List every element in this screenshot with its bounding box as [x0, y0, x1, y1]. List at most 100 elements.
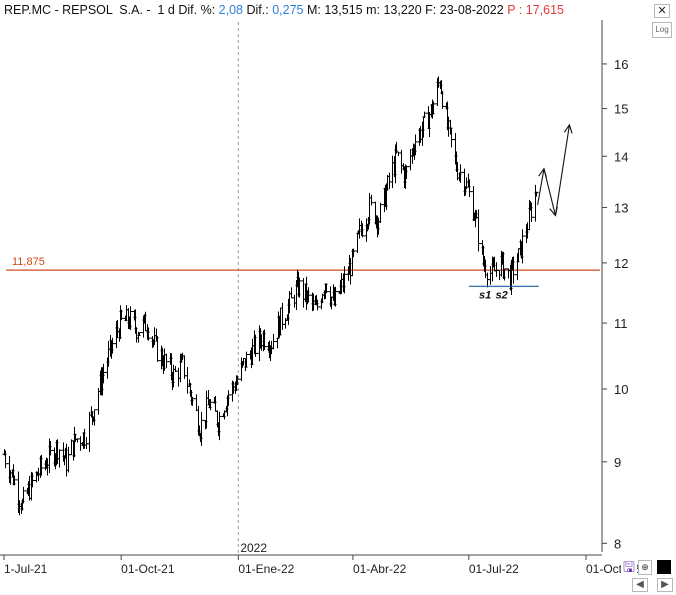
price-bar — [378, 202, 383, 224]
price-bar — [413, 134, 418, 156]
price-bar — [301, 278, 306, 308]
price-bar — [12, 475, 17, 486]
price-bar — [357, 218, 362, 239]
price-bar — [511, 256, 516, 284]
y-tick-label: 15 — [614, 102, 628, 117]
price-bar — [297, 277, 302, 298]
price-bar — [3, 450, 8, 469]
price-bar — [289, 287, 294, 299]
price-bar — [87, 412, 92, 453]
x-tick-label: 1-Jul-21 — [4, 562, 48, 576]
price-bar — [342, 266, 347, 294]
price-bar — [390, 155, 395, 189]
price-bar — [92, 409, 97, 426]
price-bar — [360, 223, 365, 238]
annotation-s1: s1 — [479, 289, 491, 301]
save-icon[interactable]: 🖫 — [621, 560, 637, 575]
year-label: 2022 — [240, 541, 267, 555]
price-bar — [208, 398, 213, 411]
price-bar — [235, 375, 240, 386]
price-bar — [84, 437, 89, 450]
price-bar — [464, 177, 469, 190]
y-tick-label: 13 — [614, 201, 628, 216]
price-bar — [458, 164, 463, 183]
price-bar — [404, 165, 409, 180]
x-tick-label: 01-Abr-22 — [353, 562, 407, 576]
background-color-button[interactable] — [657, 560, 671, 574]
price-bar — [155, 336, 160, 362]
projection-arrow-up-2 — [563, 123, 573, 134]
price-bar — [146, 327, 151, 341]
projection-line — [537, 124, 570, 216]
price-bar — [399, 149, 404, 174]
scroll-right-icon[interactable]: ▶ — [657, 578, 673, 592]
price-bar — [280, 302, 285, 330]
price-bar — [48, 441, 53, 456]
price-bar — [271, 333, 276, 350]
price-bar — [351, 248, 356, 258]
scroll-left-icon[interactable]: ◀ — [632, 578, 648, 592]
price-bar — [110, 337, 115, 354]
price-bar — [226, 390, 231, 407]
price-bar — [355, 232, 360, 253]
price-bar — [253, 334, 258, 357]
x-tick-label: 01-Oct-21 — [121, 562, 175, 576]
price-bar — [306, 287, 311, 303]
price-bar — [467, 179, 472, 198]
projection-arrow-up-1 — [538, 167, 547, 178]
chart-header: REP.MC - REPSOL S.A. - 1 d Dif. %: 2,08 … — [0, 0, 604, 20]
price-bar — [488, 266, 493, 285]
price-bar — [262, 329, 267, 351]
projection-arrow-down — [549, 206, 558, 217]
pin-icon[interactable]: ⊕ — [638, 560, 652, 575]
price-bar — [119, 309, 124, 321]
price-bar — [194, 394, 199, 412]
price-bar — [431, 101, 436, 115]
support-label: 11,875 — [12, 256, 45, 268]
price-bar — [422, 111, 427, 119]
y-tick-label: 9 — [614, 455, 621, 470]
price-bar — [39, 454, 44, 476]
price-label: P : — [507, 3, 523, 17]
price-bar — [30, 472, 35, 488]
price-bar — [185, 366, 190, 394]
ticker-label: REP.MC - REPSOL S.A. - 1 d — [4, 3, 175, 17]
price-bar — [96, 388, 101, 415]
price-bar — [217, 411, 222, 441]
date-value: 23-08-2022 — [439, 3, 504, 17]
price-bar — [21, 486, 26, 504]
price-bar — [520, 229, 525, 264]
price-bar — [333, 286, 338, 307]
price-bar — [396, 151, 401, 157]
price-bar — [315, 299, 320, 311]
min-value: 13,220 — [383, 3, 422, 17]
price-bar — [164, 353, 169, 369]
min-label: m: — [366, 3, 380, 17]
close-button[interactable]: ✕ — [654, 4, 670, 18]
price-bars — [2, 76, 539, 516]
price-bar — [57, 449, 62, 468]
price-bar — [283, 318, 288, 329]
price-bar — [476, 209, 481, 252]
price-bar — [502, 268, 507, 281]
y-tick-label: 8 — [614, 536, 621, 551]
dif-label: Dif.: — [246, 3, 269, 17]
price-bar — [292, 294, 297, 308]
y-tick-label: 10 — [614, 382, 628, 397]
price-bar — [244, 351, 249, 368]
log-scale-button[interactable]: Log — [652, 22, 672, 38]
price-bar — [69, 439, 74, 456]
y-tick-label: 12 — [614, 256, 628, 271]
price-bar — [449, 127, 454, 148]
price-bar — [440, 91, 445, 109]
price-bar — [66, 446, 71, 473]
price-value: 17,615 — [525, 3, 564, 17]
price-bar — [369, 194, 374, 206]
dif-value: 0,275 — [272, 3, 304, 17]
pct-label: Dif. %: — [178, 3, 216, 17]
price-bar — [324, 283, 329, 294]
price-bar — [275, 337, 280, 349]
date-label: F: — [425, 3, 437, 17]
price-bar — [239, 357, 244, 382]
